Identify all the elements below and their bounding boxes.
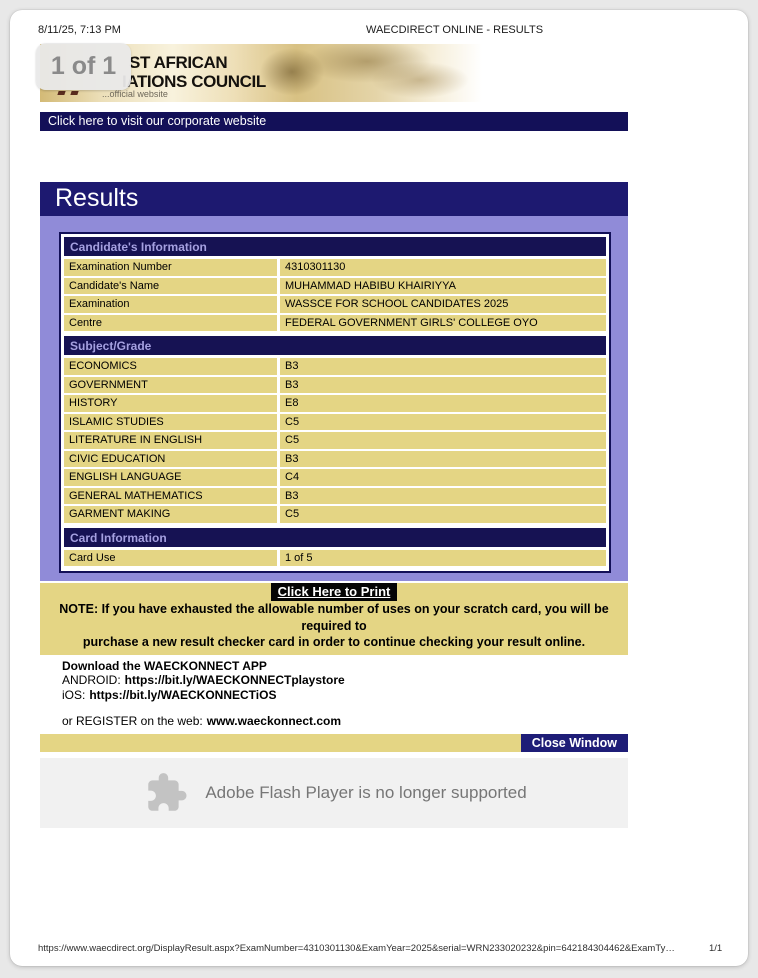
info-label-cell: Candidate's Name [64, 277, 277, 294]
print-note-band: Click Here to Print NOTE: If you have ex… [40, 583, 628, 655]
subject-cell: GARMENT MAKING [64, 506, 277, 523]
android-label: ANDROID: [62, 673, 121, 687]
puzzle-icon [148, 772, 187, 811]
subject-grade-table: ECONOMICS B3 GOVERNMENT B3 HISTORY E8 IS… [64, 358, 606, 523]
table-row: Centre FEDERAL GOVERNMENT GIRLS' COLLEGE… [64, 314, 606, 331]
subject-cell: ENGLISH LANGUAGE [64, 469, 277, 486]
table-row: ISLAMIC STUDIES C5 [64, 413, 606, 430]
banner-org-line1: ST AFRICAN [129, 53, 228, 72]
flash-notice-text: Adobe Flash Player is no longer supporte… [205, 782, 527, 802]
flash-unsupported-notice: Adobe Flash Player is no longer supporte… [40, 757, 628, 828]
web-register-url: www.waeckonnect.com [206, 714, 341, 728]
ios-label: iOS: [62, 687, 86, 702]
print-header-datetime: 8/11/25, 7:13 PM [38, 24, 121, 36]
info-value-cell: FEDERAL GOVERNMENT GIRLS' COLLEGE OYO [280, 314, 606, 331]
grade-cell: C4 [280, 469, 606, 486]
print-header-title: WAECDIRECT ONLINE - RESULTS [366, 24, 544, 36]
table-row: LITERATURE IN ENGLISH C5 [64, 432, 606, 449]
web-register-line: or REGISTER on the web: www.waeckonnect.c… [62, 714, 628, 729]
table-row: GARMENT MAKING C5 [64, 506, 606, 523]
close-window-button[interactable]: Close Window [520, 733, 628, 752]
info-label-cell: Card Use [64, 549, 277, 566]
info-label-cell: Examination Number [64, 259, 277, 276]
subject-cell: CIVIC EDUCATION [64, 450, 277, 467]
page-title: Results [40, 182, 628, 216]
card-info-table: Card Use 1 of 5 [64, 549, 606, 566]
print-footer-url: https://www.waecdirect.org/DisplayResult… [38, 943, 675, 954]
table-row: Examination WASSCE FOR SCHOOL CANDIDATES… [64, 296, 606, 313]
web-register-label: or REGISTER on the web: [62, 714, 203, 728]
banner-org-line2: IATIONS COUNCIL [122, 72, 266, 91]
results-panel: Candidate's Information Examination Numb… [40, 216, 628, 581]
info-label-cell: Examination [64, 296, 277, 313]
table-row: CIVIC EDUCATION B3 [64, 450, 606, 467]
grade-cell: B3 [280, 358, 606, 375]
table-row: Candidate's Name MUHAMMAD HABIBU KHAIRIY… [64, 277, 606, 294]
ios-line: iOS: https://bit.ly/WAECKONNECTiOS [62, 688, 628, 703]
table-row: ENGLISH LANGUAGE C4 [64, 469, 606, 486]
banner-tagline: ...official website [102, 89, 168, 99]
results-content: Results Candidate's Information Examinat… [40, 182, 628, 828]
subject-cell: ISLAMIC STUDIES [64, 413, 277, 430]
table-row: ECONOMICS B3 [64, 358, 606, 375]
section-header-candidate-info: Candidate's Information [64, 237, 606, 256]
spacer [62, 702, 628, 714]
candidate-info-table: Examination Number 4310301130 Candidate'… [64, 259, 606, 331]
info-value-cell: 1 of 5 [280, 549, 606, 566]
info-label-cell: Centre [64, 314, 277, 331]
table-row: Card Use 1 of 5 [64, 549, 606, 566]
grade-cell: C5 [280, 506, 606, 523]
print-footer-page-number: 1/1 [709, 943, 723, 954]
grade-cell: E8 [280, 395, 606, 412]
android-url: https://bit.ly/WAECKONNECTplaystore [124, 673, 345, 687]
info-value-cell: 4310301130 [280, 259, 606, 276]
grade-cell: B3 [280, 376, 606, 393]
close-window-band: Close Window [40, 733, 628, 752]
corporate-website-link[interactable]: Click here to visit our corporate websit… [40, 112, 628, 131]
table-row: GENERAL MATHEMATICS B3 [64, 487, 606, 504]
subject-cell: GENERAL MATHEMATICS [64, 487, 277, 504]
info-value-cell: MUHAMMAD HABIBU KHAIRIYYA [280, 277, 606, 294]
grade-cell: B3 [280, 487, 606, 504]
waeckonnect-download-info: Download the WAECKONNECT APP ANDROID: htt… [62, 659, 628, 729]
print-button[interactable]: Click Here to Print [270, 583, 398, 601]
grade-cell: B3 [280, 450, 606, 467]
grade-cell: C5 [280, 413, 606, 430]
info-value-cell: WASSCE FOR SCHOOL CANDIDATES 2025 [280, 296, 606, 313]
note-line-1: NOTE: If you have exhausted the allowabl… [59, 602, 609, 633]
section-header-subject-grade: Subject/Grade [64, 336, 606, 355]
subject-cell: ECONOMICS [64, 358, 277, 375]
download-heading: Download the WAECKONNECT APP [62, 658, 267, 673]
table-row: GOVERNMENT B3 [64, 376, 606, 393]
subject-cell: LITERATURE IN ENGLISH [64, 432, 277, 449]
page-count-badge: 1 of 1 [36, 43, 131, 90]
section-header-card-info: Card Information [64, 527, 606, 547]
grade-cell: C5 [280, 432, 606, 449]
results-inner-box: Candidate's Information Examination Numb… [59, 232, 611, 573]
waec-logo-fragment [57, 91, 92, 98]
subject-cell: GOVERNMENT [64, 376, 277, 393]
table-row: HISTORY E8 [64, 395, 606, 412]
waec-banner-org-name: ST AFRICAN IATIONS COUNCIL [122, 53, 266, 91]
table-row: Examination Number 4310301130 [64, 259, 606, 276]
android-line: ANDROID: https://bit.ly/WAECKONNECTplayst… [62, 673, 628, 688]
subject-cell: HISTORY [64, 395, 277, 412]
print-preview-page: 8/11/25, 7:13 PM WAECDIRECT ONLINE - RES… [10, 10, 748, 966]
note-line-2: purchase a new result checker card in or… [82, 635, 586, 649]
ios-url: https://bit.ly/WAECKONNECTiOS [89, 687, 277, 702]
